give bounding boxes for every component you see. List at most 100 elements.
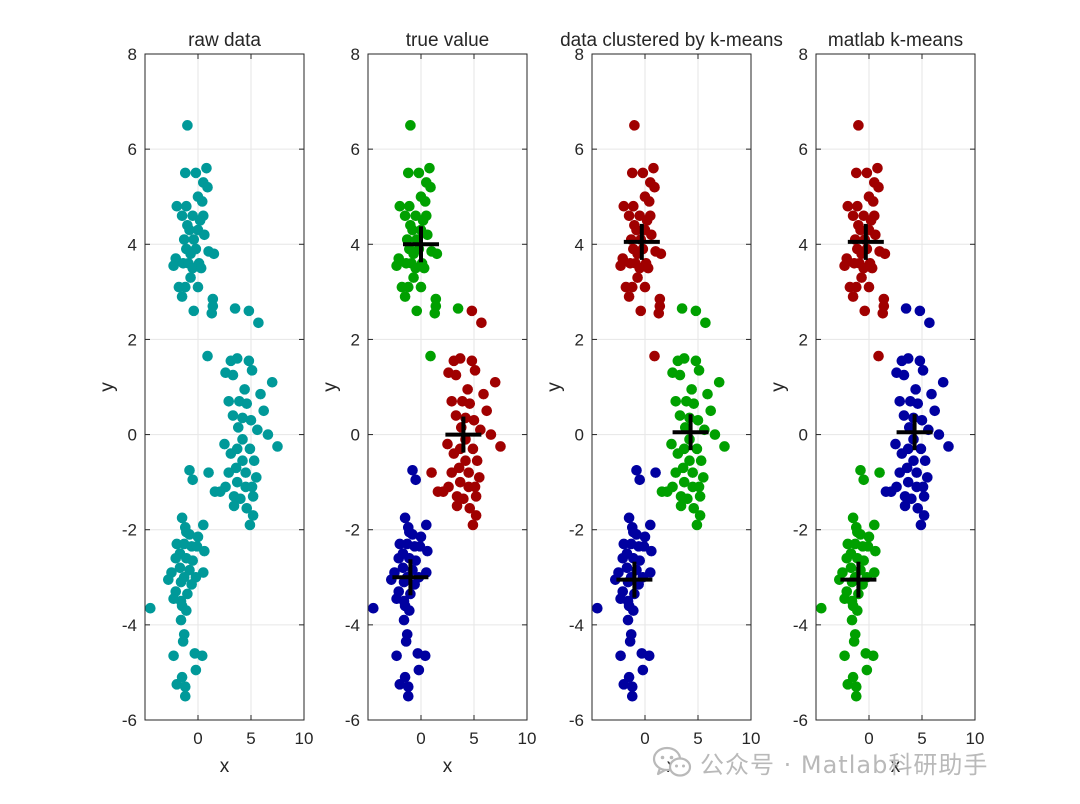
data-point: [861, 664, 873, 676]
data-point: [422, 229, 433, 241]
data-point: [918, 510, 930, 521]
data-point: [230, 462, 242, 474]
data-point: [620, 281, 632, 293]
data-point: [852, 200, 863, 212]
data-point: [195, 262, 207, 274]
data-point: [458, 493, 469, 505]
data-point: [634, 210, 646, 222]
data-point: [225, 448, 237, 459]
data-point: [408, 272, 419, 283]
data-point: [678, 476, 690, 488]
data-point: [901, 462, 913, 474]
data-point: [489, 376, 501, 388]
y-tick-label: 2: [351, 330, 360, 349]
data-point: [240, 467, 251, 478]
data-point: [179, 167, 191, 179]
data-point: [192, 531, 204, 543]
data-point: [924, 317, 935, 329]
watermark-text: 公众号 · Matlab科研助手: [700, 750, 989, 779]
data-point: [411, 305, 423, 317]
data-point: [145, 602, 156, 614]
data-point: [266, 376, 278, 388]
data-point: [674, 410, 686, 421]
data-point: [646, 545, 657, 557]
data-point: [229, 303, 241, 314]
y-tick-label: 4: [351, 235, 360, 254]
data-point: [638, 541, 650, 552]
data-point: [868, 567, 880, 578]
data-point: [231, 353, 243, 364]
data-point: [629, 120, 640, 131]
data-point: [176, 671, 188, 683]
data-point: [847, 512, 859, 524]
y-tick-label: 8: [575, 45, 584, 64]
data-point: [902, 353, 914, 364]
data-point: [170, 552, 182, 564]
data-point: [454, 476, 466, 488]
data-point: [179, 681, 191, 693]
data-point: [413, 167, 425, 179]
chart-title: data clustered by k-means: [560, 30, 783, 51]
data-point: [918, 491, 930, 502]
data-point: [929, 405, 941, 417]
y-tick-label: -4: [569, 616, 584, 635]
y-tick-label: 0: [799, 426, 808, 445]
data-point: [695, 455, 707, 467]
data-point: [850, 681, 862, 693]
data-point: [495, 441, 506, 452]
data-point: [870, 229, 881, 241]
data-point: [463, 467, 475, 478]
data-point: [470, 510, 482, 521]
subplot-2: 0 5 10 -6 -4 -2 0 2 4 6 8 true value x y: [320, 30, 536, 777]
data-point: [910, 384, 921, 395]
data-point: [912, 503, 924, 514]
data-point: [192, 281, 204, 293]
data-point: [179, 690, 191, 702]
data-point: [405, 120, 416, 131]
y-tick-label: -4: [345, 616, 360, 635]
data-point: [915, 519, 927, 531]
data-point: [690, 355, 702, 367]
data-point: [870, 545, 881, 557]
data-point: [466, 305, 478, 317]
data-point: [168, 260, 179, 271]
data-point: [176, 512, 188, 524]
data-point: [873, 350, 884, 362]
data-point: [666, 438, 677, 450]
y-tick-label: 2: [799, 330, 808, 349]
data-point: [420, 519, 432, 531]
data-point: [694, 510, 706, 521]
data-point: [692, 414, 704, 426]
data-point: [618, 200, 630, 212]
y-tick-label: 8: [799, 45, 808, 64]
y-tick-label: -2: [569, 521, 584, 540]
data-point: [691, 443, 703, 455]
data-point: [915, 443, 927, 455]
data-point: [187, 210, 198, 222]
x-tick-label: 5: [693, 729, 702, 748]
x-tick-label: 10: [966, 729, 985, 748]
data-point: [908, 455, 919, 467]
data-point: [937, 376, 949, 388]
data-point: [678, 353, 690, 364]
data-point: [464, 398, 476, 409]
data-point: [452, 303, 464, 314]
y-tick-label: -6: [793, 711, 808, 730]
x-axis-label: x: [220, 756, 230, 777]
y-axis-label: y: [97, 382, 118, 392]
data-point: [615, 593, 626, 604]
data-point: [879, 248, 891, 260]
data-point: [719, 441, 730, 452]
data-point: [626, 167, 638, 179]
data-point: [917, 365, 929, 376]
data-point: [201, 162, 212, 174]
data-point: [709, 429, 721, 440]
y-tick-label: -6: [569, 711, 584, 730]
data-point: [446, 395, 458, 407]
data-point: [177, 636, 189, 647]
data-point: [398, 614, 410, 626]
data-point: [841, 552, 853, 564]
data-point: [469, 365, 481, 376]
data-point: [626, 681, 638, 693]
data-point: [399, 512, 411, 524]
